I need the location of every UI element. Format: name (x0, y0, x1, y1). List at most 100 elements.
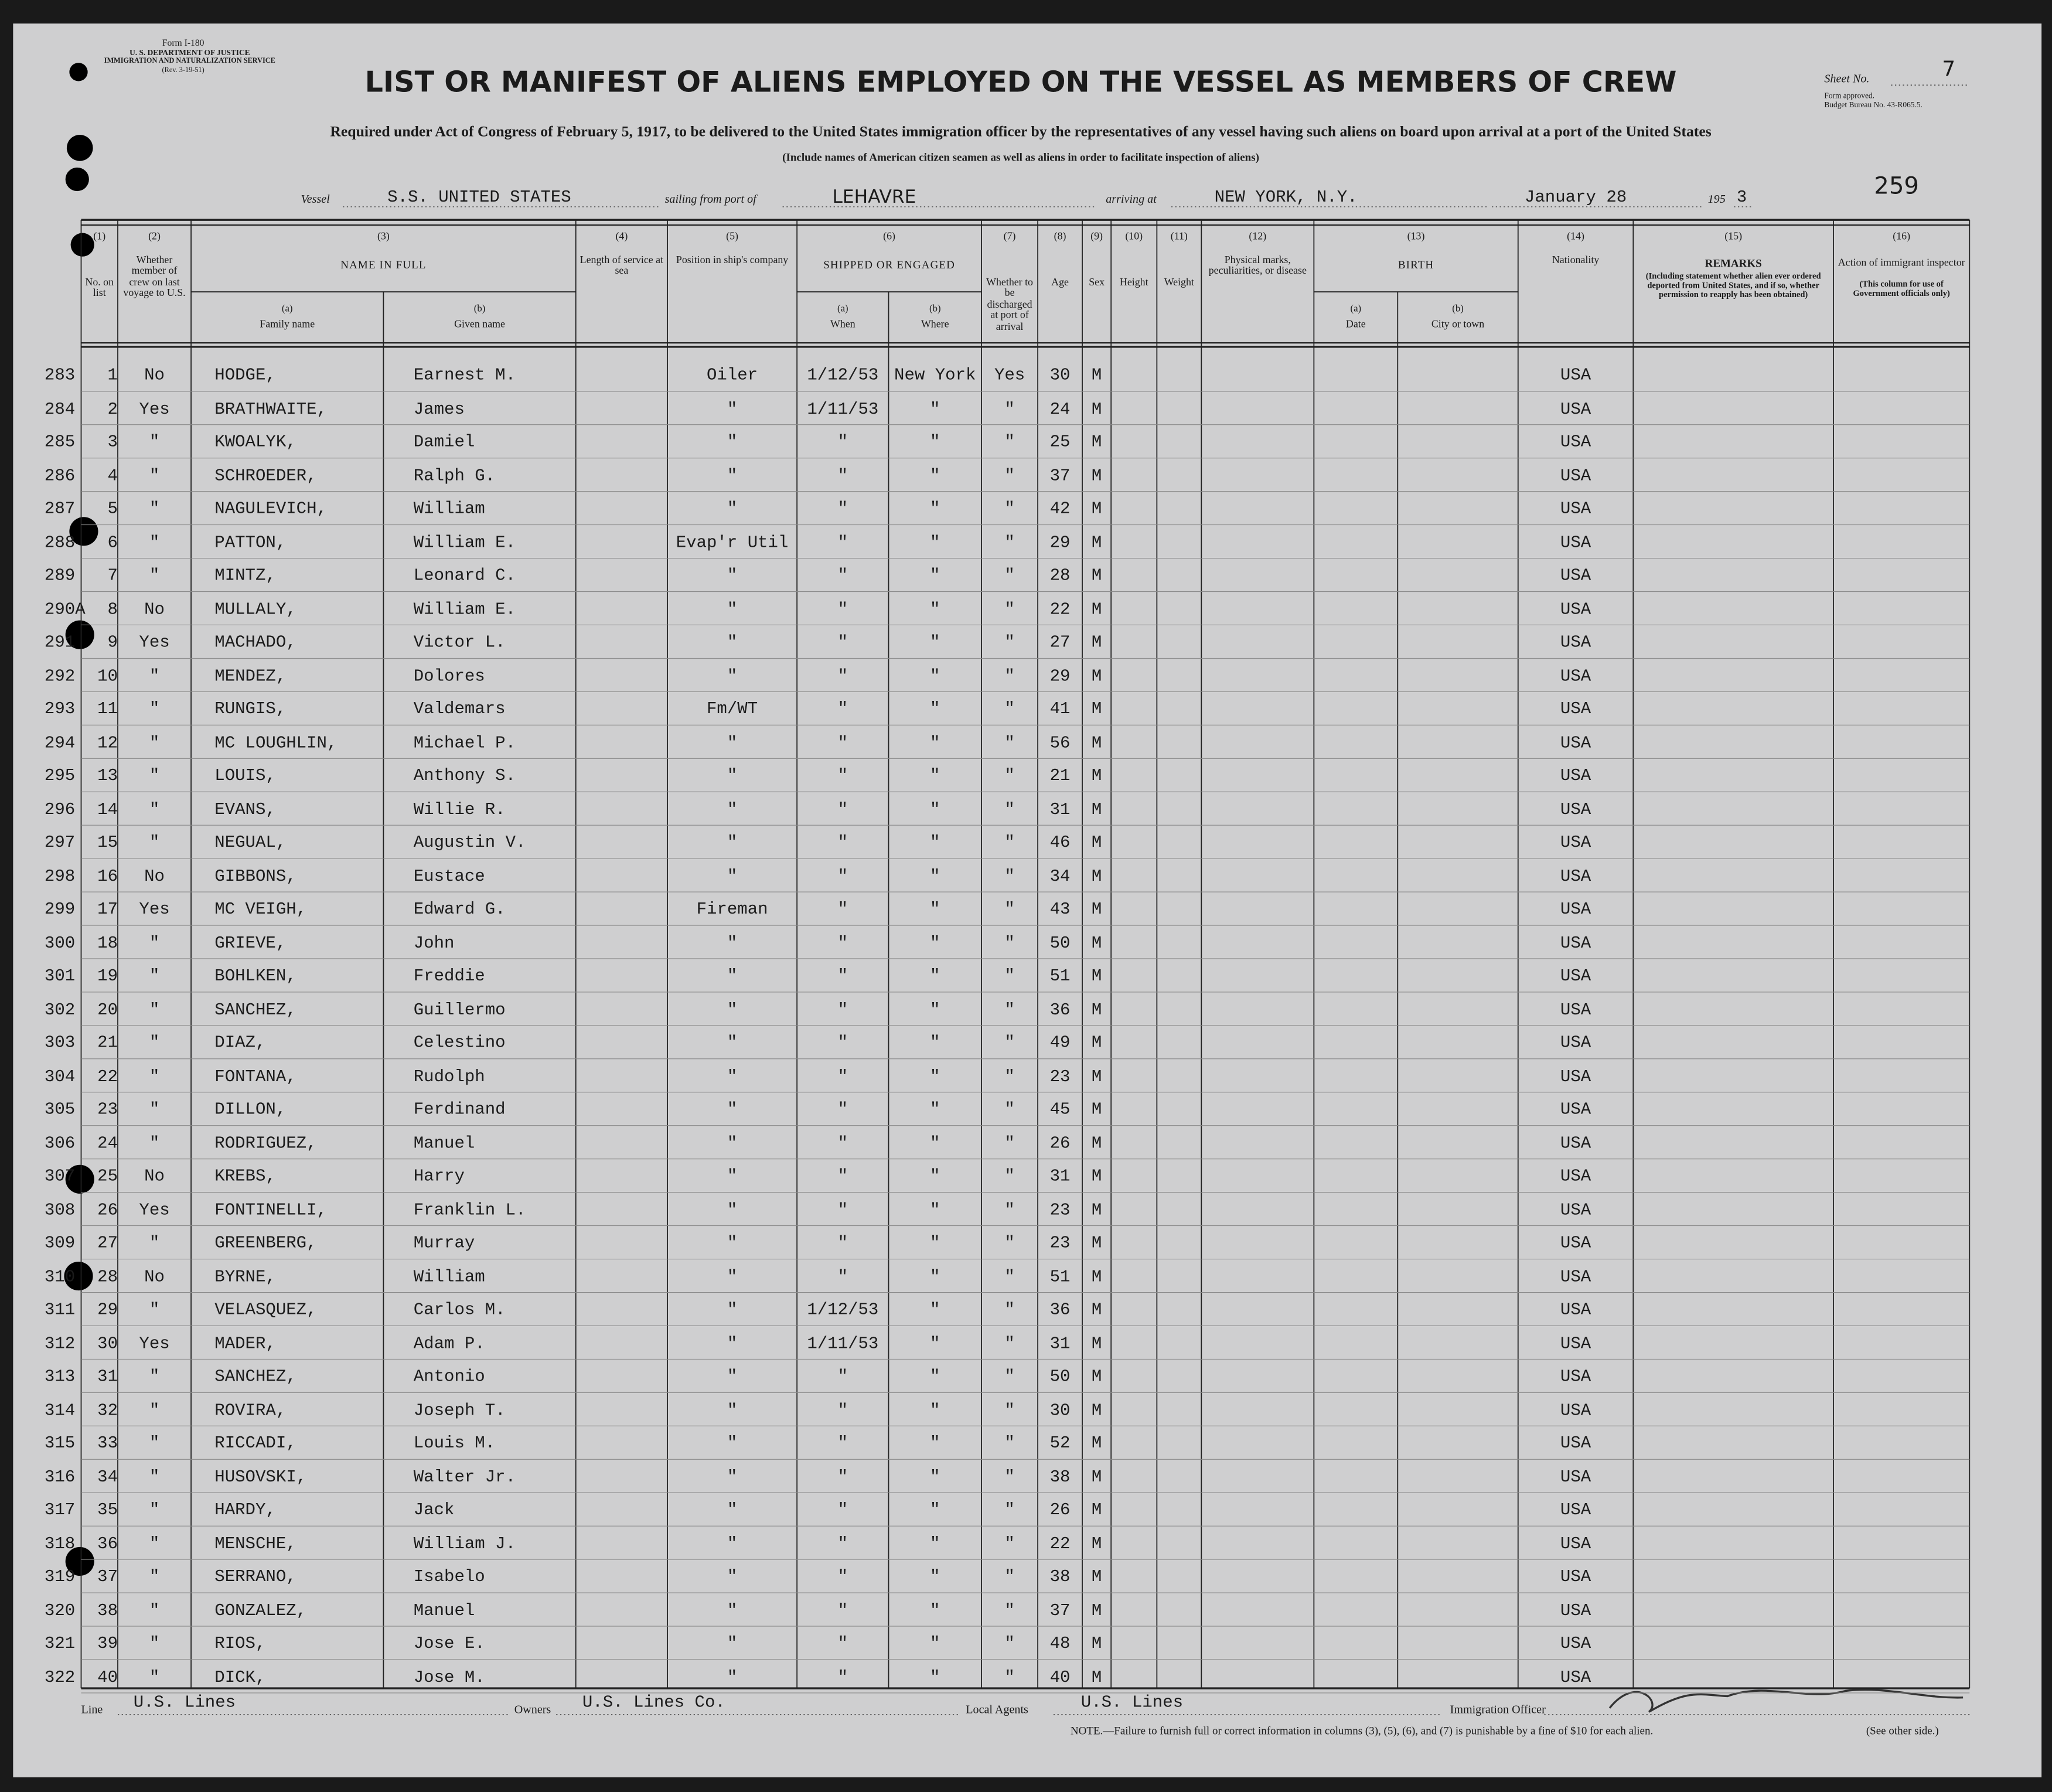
given-name: William (413, 498, 485, 519)
column-header: Physical marks, peculiarities, or diseas… (1208, 254, 1307, 277)
nationality: USA (1560, 1166, 1591, 1186)
shipped-when: " (837, 598, 848, 619)
shipped-where: " (930, 432, 940, 452)
port: LEHAVRE (832, 187, 916, 209)
line-number: 21 (97, 1033, 118, 1052)
column-number: (4) (615, 230, 628, 243)
form-number: Form I-180 (162, 38, 204, 49)
family-name: MULLALY, (214, 598, 296, 619)
stamp-number: 294 (44, 732, 76, 752)
prior-voyage: No (144, 598, 165, 619)
age: 29 (1049, 532, 1071, 552)
discharged: " (1004, 1533, 1015, 1553)
nationality: USA (1560, 1299, 1591, 1320)
column-header: Weight (1164, 276, 1194, 288)
family-name: RICCADI, (214, 1433, 296, 1453)
sex: M (1091, 1133, 1102, 1153)
age: 56 (1049, 732, 1071, 752)
position: " (727, 1232, 738, 1253)
line: U.S. Lines (133, 1692, 236, 1712)
stamp-number: 291 (44, 632, 76, 652)
discharged: " (1004, 799, 1015, 819)
position: " (727, 1166, 738, 1186)
given-name: Augustin V. (413, 832, 526, 852)
shipped-when: 1/12/53 (807, 365, 879, 385)
stamp-number: 301 (44, 966, 76, 986)
prior-voyage: " (149, 1667, 160, 1687)
sex: M (1091, 1433, 1102, 1453)
age: 26 (1049, 1500, 1071, 1520)
shipped-when: " (837, 732, 848, 752)
discharged: " (1004, 732, 1015, 752)
age: 28 (1049, 565, 1071, 585)
nationality: USA (1560, 866, 1591, 885)
family-name: MC VEIGH, (214, 899, 307, 919)
shipped-when: " (837, 832, 848, 852)
stamp-number: 299 (44, 899, 76, 919)
stamp-number: 300 (44, 932, 76, 952)
stamp-number: 304 (44, 1066, 76, 1086)
sub-column-header: When (830, 318, 855, 330)
given-name: Ferdinand (413, 1099, 506, 1119)
shipped-where: " (930, 665, 940, 686)
nationality: USA (1560, 1600, 1591, 1620)
stamp-number: 318 (44, 1533, 76, 1553)
nationality: USA (1560, 765, 1591, 786)
family-name: HODGE, (214, 365, 276, 385)
stamp-number: 297 (44, 832, 76, 852)
prior-voyage: " (149, 1466, 160, 1487)
department: U. S. DEPARTMENT OF JUSTICE (129, 49, 250, 58)
discharged: " (1004, 598, 1015, 619)
shipped-when: " (837, 432, 848, 452)
sex: M (1091, 498, 1102, 519)
shipped-when: " (837, 532, 848, 552)
shipped-where: " (930, 1500, 940, 1520)
age: 34 (1049, 866, 1071, 885)
sailing-label: sailing from port of (664, 192, 756, 206)
shipped-when: " (837, 932, 848, 952)
shipped-when: " (837, 765, 848, 786)
position: " (727, 765, 738, 786)
discharged: " (1004, 632, 1015, 652)
age: 50 (1049, 1366, 1071, 1386)
shipped-where: " (930, 932, 940, 952)
prior-voyage: No (144, 365, 165, 385)
shipped-where: " (930, 1433, 940, 1453)
line-number: 10 (97, 665, 118, 686)
prior-voyage: " (149, 498, 160, 519)
sub-column-number: (a) (837, 302, 848, 315)
column-header: Height (1119, 276, 1148, 288)
stamp-number: 319 (44, 1566, 76, 1586)
prior-voyage: " (149, 1500, 160, 1520)
revision: (Rev. 3-19-51) (162, 66, 204, 75)
shipped-when: " (837, 1232, 848, 1253)
family-name: HARDY, (214, 1500, 276, 1520)
nationality: USA (1560, 1199, 1591, 1219)
given-name: Manuel (413, 1133, 475, 1153)
age: 36 (1049, 999, 1071, 1019)
discharged: " (1004, 1566, 1015, 1586)
prior-voyage: Yes (139, 398, 170, 418)
family-name: HUSOVSKI, (214, 1466, 307, 1487)
stamp-number: 320 (44, 1600, 76, 1620)
discharged: " (1004, 465, 1015, 485)
shipped-where: " (930, 866, 940, 885)
stamp-number: 306 (44, 1133, 76, 1153)
column-header: Sex (1089, 276, 1105, 288)
family-name: LOUIS, (214, 765, 276, 786)
age: 29 (1049, 665, 1071, 686)
age: 49 (1049, 1033, 1071, 1052)
sex: M (1091, 1232, 1102, 1253)
family-name: KWOALYK, (214, 432, 296, 452)
family-name: SCHROEDER, (214, 465, 317, 485)
given-name: Ralph G. (413, 465, 496, 485)
family-name: GRIEVE, (214, 932, 287, 952)
age: 30 (1049, 1399, 1071, 1420)
line-number: 39 (97, 1633, 118, 1653)
owners-label: Owners (514, 1702, 551, 1716)
nationality: USA (1560, 999, 1591, 1019)
line-number: 11 (97, 699, 118, 719)
given-name: Edward G. (413, 899, 506, 919)
nationality: USA (1560, 632, 1591, 652)
shipped-when: " (837, 565, 848, 585)
